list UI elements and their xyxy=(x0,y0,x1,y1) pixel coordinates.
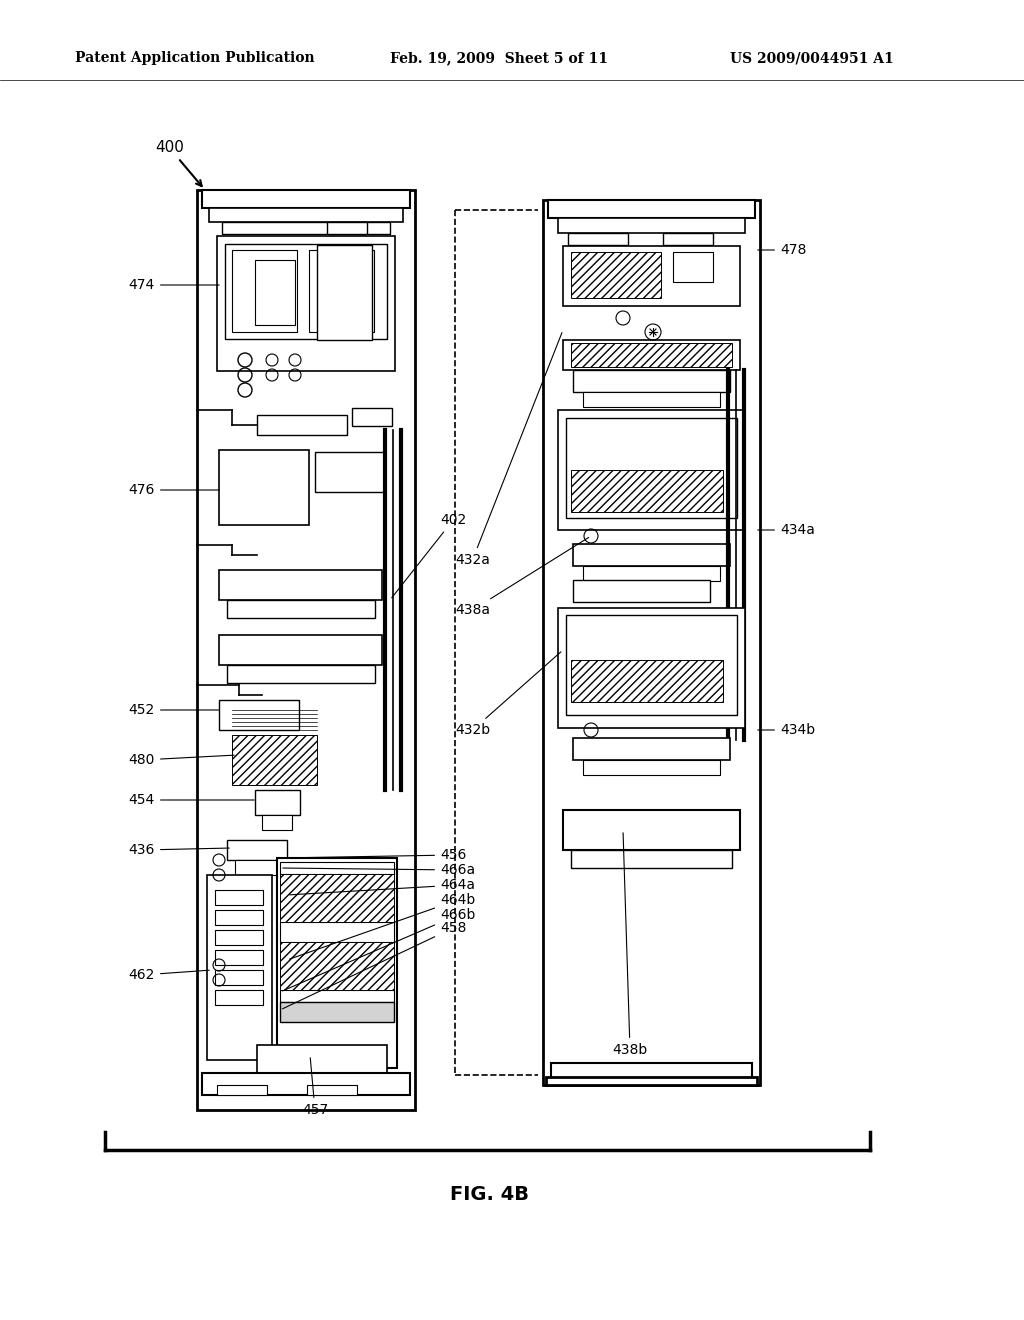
Text: 438b: 438b xyxy=(612,833,647,1057)
Bar xyxy=(583,760,720,775)
Bar xyxy=(352,408,392,426)
Text: 456: 456 xyxy=(283,847,466,862)
Bar xyxy=(217,1085,267,1096)
Bar xyxy=(571,470,723,512)
Bar xyxy=(563,341,740,370)
Bar xyxy=(280,1002,394,1022)
Bar xyxy=(546,1077,757,1085)
Text: 438a: 438a xyxy=(455,537,589,616)
Bar xyxy=(219,635,382,665)
Bar xyxy=(215,909,263,925)
Bar xyxy=(222,222,390,234)
Text: 434b: 434b xyxy=(758,723,815,737)
Bar xyxy=(215,890,263,906)
Bar xyxy=(227,601,375,618)
Bar xyxy=(571,850,732,869)
Text: FIG. 4B: FIG. 4B xyxy=(451,1185,529,1204)
Bar xyxy=(257,414,347,436)
Bar xyxy=(257,1045,387,1073)
Bar xyxy=(280,874,394,921)
Bar xyxy=(234,861,278,875)
Bar xyxy=(280,990,394,1002)
Bar xyxy=(573,579,710,602)
Bar xyxy=(278,858,397,1068)
Bar xyxy=(215,950,263,965)
Bar xyxy=(280,921,394,942)
Bar xyxy=(225,244,387,339)
Bar xyxy=(548,201,755,218)
Bar xyxy=(227,665,375,682)
Bar xyxy=(568,234,628,246)
Bar xyxy=(558,411,745,531)
Bar xyxy=(207,875,272,1060)
Bar xyxy=(573,370,730,392)
Text: 402: 402 xyxy=(392,513,466,598)
Text: 452: 452 xyxy=(129,704,219,717)
Text: US 2009/0044951 A1: US 2009/0044951 A1 xyxy=(730,51,894,65)
Bar xyxy=(262,814,292,830)
Bar xyxy=(315,451,385,492)
Text: Feb. 19, 2009  Sheet 5 of 11: Feb. 19, 2009 Sheet 5 of 11 xyxy=(390,51,608,65)
Bar xyxy=(219,450,309,525)
Text: 478: 478 xyxy=(758,243,806,257)
Bar xyxy=(543,201,760,1085)
Bar xyxy=(307,1085,357,1096)
Text: 466a: 466a xyxy=(283,863,475,876)
Bar xyxy=(280,862,394,874)
Bar xyxy=(583,392,720,407)
Bar xyxy=(232,735,317,785)
Text: 476: 476 xyxy=(129,483,219,498)
Bar xyxy=(663,234,713,246)
Bar xyxy=(563,810,740,850)
Bar xyxy=(566,615,737,715)
Bar xyxy=(566,418,737,517)
Bar xyxy=(573,544,730,566)
Text: 400: 400 xyxy=(155,140,184,156)
Bar xyxy=(255,789,300,814)
Bar xyxy=(255,260,295,325)
Text: 464b: 464b xyxy=(290,894,475,960)
Bar xyxy=(215,970,263,985)
Text: 464a: 464a xyxy=(290,878,475,895)
Text: 454: 454 xyxy=(129,793,254,807)
Bar xyxy=(327,222,367,234)
Text: 436: 436 xyxy=(129,843,229,857)
Bar xyxy=(232,249,297,333)
Text: 462: 462 xyxy=(129,968,209,982)
Bar xyxy=(571,343,732,367)
Text: 466b: 466b xyxy=(283,908,475,991)
Bar xyxy=(217,236,395,371)
Bar xyxy=(571,252,662,298)
Bar xyxy=(571,660,723,702)
Bar xyxy=(583,566,720,581)
Bar xyxy=(209,209,403,222)
Bar xyxy=(673,252,713,282)
Text: 432a: 432a xyxy=(455,333,562,568)
Bar xyxy=(215,990,263,1005)
Bar xyxy=(287,878,367,917)
Bar xyxy=(317,246,372,341)
Bar xyxy=(309,249,374,333)
Bar xyxy=(227,840,287,861)
Text: 434a: 434a xyxy=(758,523,815,537)
Text: 432b: 432b xyxy=(455,652,561,737)
Text: 457: 457 xyxy=(302,1057,328,1117)
Text: 480: 480 xyxy=(129,752,234,767)
Bar xyxy=(551,1063,752,1085)
Bar xyxy=(219,700,299,730)
Bar xyxy=(215,931,263,945)
Bar xyxy=(202,190,410,209)
Bar xyxy=(287,946,367,986)
Text: Patent Application Publication: Patent Application Publication xyxy=(75,51,314,65)
Text: 474: 474 xyxy=(129,279,219,292)
Bar xyxy=(558,609,745,729)
Bar xyxy=(558,218,745,234)
Bar xyxy=(197,190,415,1110)
Bar xyxy=(202,1073,410,1096)
Text: 458: 458 xyxy=(283,921,466,1008)
Bar xyxy=(563,246,740,306)
Bar xyxy=(573,738,730,760)
Bar xyxy=(219,570,382,601)
Bar xyxy=(280,942,394,990)
